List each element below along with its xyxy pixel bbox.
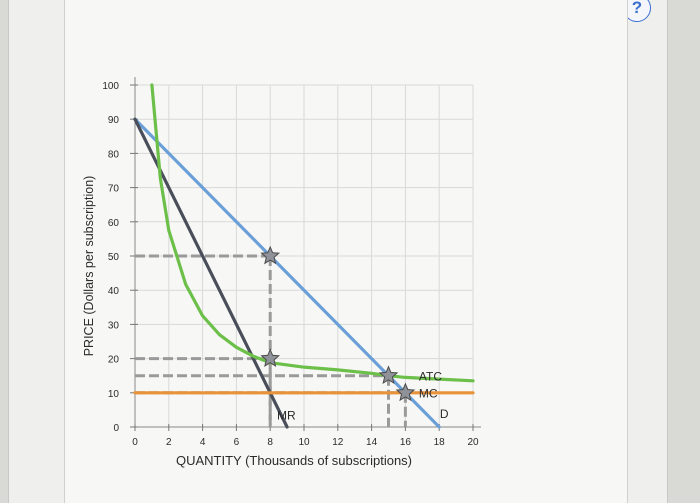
graph-card: 0 10 20 30 40 50 60 70 80 90 100 0 2 4 6 8 10 12 14 16 18 20 …: [64, 0, 628, 503]
y-tick-label: 100: [102, 81, 119, 92]
x-tick-label: 16: [400, 437, 412, 448]
point-star-marker: [260, 348, 281, 367]
label-d: D: [440, 407, 449, 421]
point-star-marker: [260, 245, 281, 265]
point-star-marker: [395, 382, 416, 402]
tick-labels: 0 10 20 30 40 50 60 70 80 90 100 0 2 4 6 8 10 12 14 16 18 20: [102, 81, 479, 448]
x-tick-label: 2: [166, 437, 172, 448]
x-tick-label: 12: [332, 437, 344, 448]
y-tick-label: 60: [108, 218, 120, 229]
y-tick-label: 0: [113, 423, 119, 434]
help-glyph: ?: [631, 0, 643, 17]
curve-atc: [150, 83, 475, 383]
point-markers: [260, 245, 416, 402]
x-tick-label: 0: [132, 437, 138, 448]
y-tick-label: 70: [108, 184, 120, 195]
x-tick-label: 20: [467, 437, 479, 448]
label-mr: MR: [277, 408, 296, 422]
x-tick-label: 14: [366, 437, 378, 448]
label-atc: ATC: [419, 369, 442, 383]
y-tick-label: 80: [108, 149, 120, 160]
x-tick-label: 8: [267, 437, 273, 448]
curve-labels: MR D ATC MC: [277, 369, 449, 422]
x-tick-label: 18: [434, 437, 446, 448]
point-star-marker: [378, 365, 399, 385]
curves: [133, 83, 475, 429]
x-axis-label: QUANTITY (Thousands of subscriptions): [176, 453, 412, 468]
axes: [130, 77, 481, 431]
y-tick-label: 20: [108, 355, 120, 366]
y-tick-label: 40: [108, 286, 120, 297]
y-axis-label: PRICE (Dollars per subscription): [82, 176, 96, 357]
label-mc: MC: [419, 387, 438, 401]
x-tick-label: 4: [200, 437, 206, 448]
x-tick-label: 10: [298, 437, 310, 448]
y-tick-label: 10: [108, 389, 120, 400]
y-tick-label: 30: [108, 320, 120, 331]
x-tick-label: 6: [234, 437, 240, 448]
y-tick-label: 50: [108, 252, 120, 263]
y-tick-label: 90: [108, 115, 120, 126]
